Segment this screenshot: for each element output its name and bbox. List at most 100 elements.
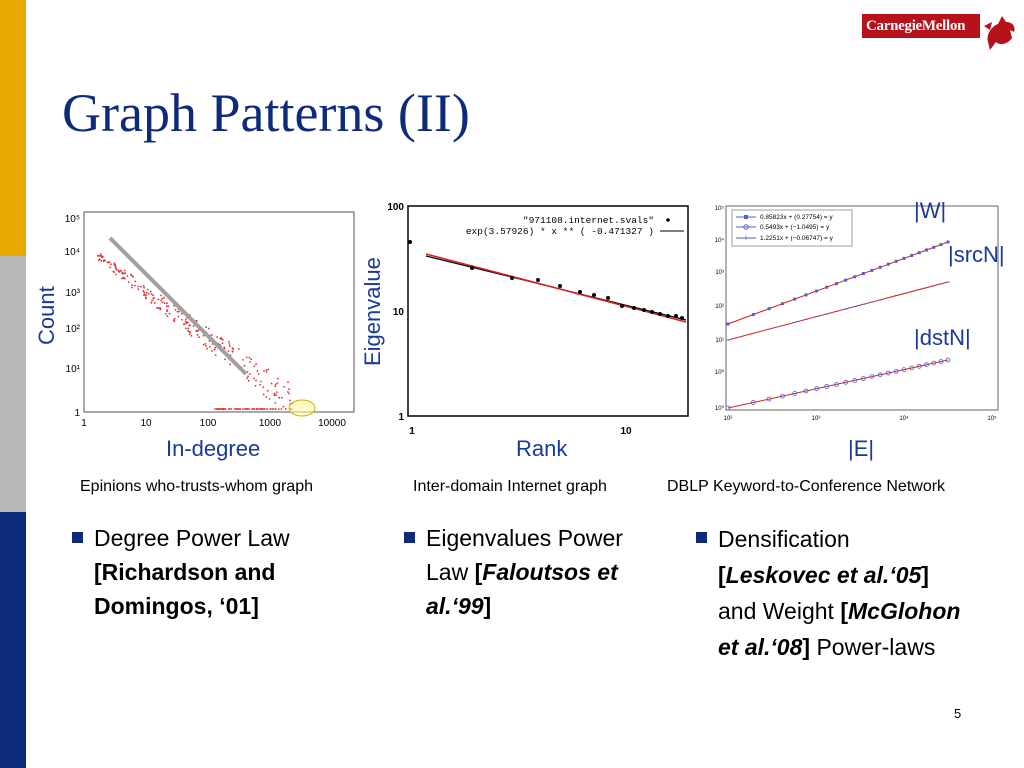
scatter-point [266, 389, 269, 392]
eigenvalue-point [558, 284, 562, 288]
series-point [878, 265, 882, 269]
scatter-point [100, 255, 103, 257]
series-point [860, 376, 866, 381]
scatter-point [150, 301, 153, 304]
legend-entry: 1.2251x + (−0.06747) = y [760, 235, 834, 242]
series-point [843, 379, 849, 385]
x-tick: 10⁵ [987, 415, 997, 422]
y-tick: 1 [398, 412, 404, 423]
bullet-line: [Leskovec et al.‘05] [718, 557, 1018, 593]
scatter-point [272, 408, 275, 410]
bullet-text: Power-laws [810, 634, 936, 660]
scatter-point [238, 348, 240, 350]
scatter-point [208, 346, 211, 348]
scatter-point [214, 346, 217, 349]
x-tick: 10² [724, 416, 733, 422]
y-tick: 1 [74, 408, 80, 419]
series-point [766, 396, 772, 402]
scatter-point [198, 336, 200, 339]
scatter-point [214, 354, 217, 356]
scatter-point [189, 324, 191, 327]
x-tick: 1 [409, 426, 415, 437]
scatter-point [202, 334, 205, 337]
y-tick: 10⁴ [65, 247, 80, 258]
scatter-point [126, 275, 129, 277]
scatter-point [277, 377, 279, 380]
eigenvalue-point [632, 306, 636, 310]
series-point [932, 245, 936, 249]
series-point [852, 377, 858, 383]
bullet-text: [ [718, 562, 726, 588]
scatter-point [140, 285, 142, 288]
scatter-point [100, 260, 103, 262]
scatter-point [166, 310, 168, 313]
bullet-text: ] [921, 562, 929, 588]
scatter-point [121, 277, 123, 280]
scatter-point [176, 310, 179, 313]
scatter-point [266, 408, 269, 410]
series-point [861, 272, 865, 275]
scatter-point [265, 371, 268, 373]
scatter-point [160, 294, 162, 297]
y-tick: 10² [66, 324, 81, 335]
scatter-point [253, 365, 256, 368]
scatter-point [253, 408, 256, 410]
scatter-point [237, 408, 240, 410]
scatter-point [156, 307, 158, 309]
scatter-point [274, 402, 277, 404]
series-point [793, 297, 797, 301]
scatter-point [214, 408, 216, 410]
bullet-eigenvalues-power-law: Eigenvalues Power Law [Faloutsos et al.‘… [404, 521, 676, 623]
bullet-line: Law [Faloutsos et [426, 555, 676, 589]
scatter-point [142, 290, 145, 292]
series-point [938, 359, 944, 364]
series-point [824, 384, 830, 389]
eigenvalue-point [606, 296, 610, 300]
y-tick: 100 [387, 202, 404, 213]
scatter-point [184, 327, 187, 330]
scatter-point [152, 294, 155, 297]
scatter-point [143, 293, 146, 296]
scatter-point [274, 383, 277, 386]
eigenvalue-point [658, 312, 662, 316]
scatter-point [166, 315, 169, 317]
page-number: 5 [954, 706, 962, 721]
scatter-point [97, 254, 99, 257]
scatter-point [188, 333, 191, 335]
highlight-ellipse [288, 399, 316, 417]
series-point [931, 360, 937, 366]
bullet-text: Law [426, 559, 475, 585]
y-tick: 10⁰ [715, 405, 725, 412]
scatter-point [249, 361, 252, 363]
series-point [917, 251, 921, 255]
scatter-point [185, 322, 188, 325]
series-point [885, 370, 891, 376]
scatter-point [202, 343, 205, 346]
dblp-densification-plot: 0.85823x + (0.27754) = y 0.5493x + (−1.0… [708, 196, 1004, 430]
scatter-point [137, 288, 140, 291]
series-point [804, 293, 808, 297]
dblp-caption: DBLP Keyword-to-Conference Network [667, 478, 946, 495]
scatter-point [127, 281, 130, 284]
series-point [750, 400, 756, 405]
scatter-point [108, 261, 111, 264]
scatter-point [211, 334, 213, 336]
scatter-point [284, 408, 287, 410]
bullet-text: ] [802, 634, 811, 660]
scatter-point [242, 408, 244, 410]
scatter-point [145, 294, 147, 297]
legend-point-marker [744, 215, 748, 219]
scatter-point [196, 330, 199, 333]
scatter-point [187, 327, 190, 330]
scatter-point [224, 408, 227, 410]
scatter-point [178, 310, 180, 313]
scatter-point [211, 350, 213, 352]
scatter-point [259, 408, 261, 410]
scatter-point [273, 392, 276, 395]
legend-point-marker [743, 224, 749, 230]
scatter-point [224, 358, 226, 361]
y-tick: 10⁰ [715, 369, 725, 376]
scatter-point [196, 334, 199, 336]
scatter-point [152, 297, 155, 300]
series-point [946, 240, 950, 244]
